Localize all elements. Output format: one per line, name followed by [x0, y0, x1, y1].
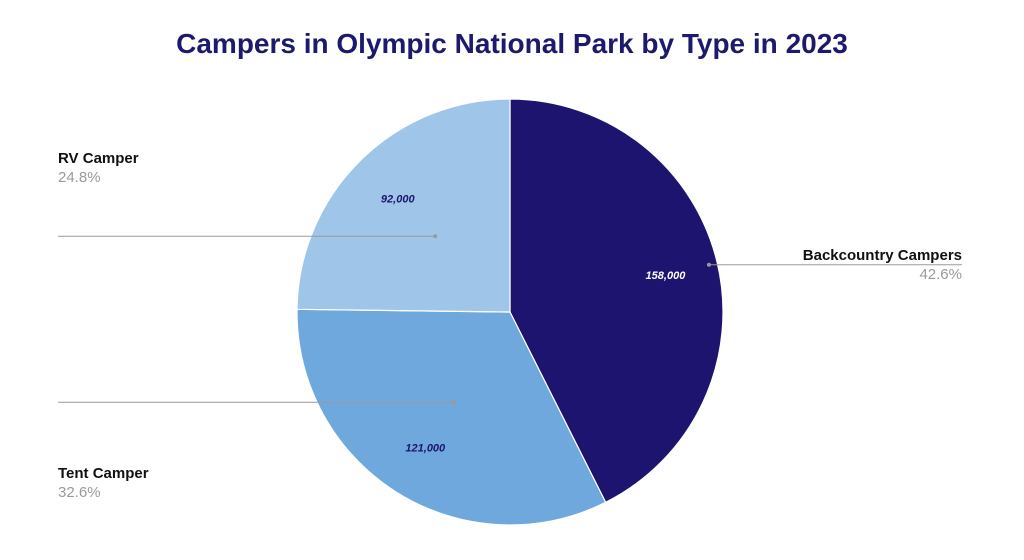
pie-slices: 158,000 121,000 92,000	[296, 98, 724, 526]
callout-label-backcountry-campers: Backcountry Campers	[803, 247, 962, 264]
callout-percent-backcountry-campers: 42.6%	[919, 266, 962, 283]
callout-labels: Backcountry Campers 42.6% Tent Camper 32.6%…	[58, 150, 962, 501]
pie-slice-rv-camper	[296, 98, 511, 313]
callout-percent-tent-camper: 32.6%	[58, 484, 101, 501]
pie-slice-tent-camper	[296, 308, 607, 526]
slice-value-label-tent-camper: 121,000	[405, 442, 446, 454]
callout-label-tent-camper: Tent Camper	[58, 465, 149, 482]
callout-percent-rv-camper: 24.8%	[58, 169, 101, 186]
slice-value-label-backcountry-campers: 158,000	[646, 270, 687, 282]
slice-value-label-rv-camper: 92,000	[381, 193, 416, 205]
pie-slice-backcountry-campers	[509, 98, 724, 504]
chart-title: Campers in Olympic National Park by Type…	[176, 28, 848, 59]
callout-label-rv-camper: RV Camper	[58, 150, 139, 167]
